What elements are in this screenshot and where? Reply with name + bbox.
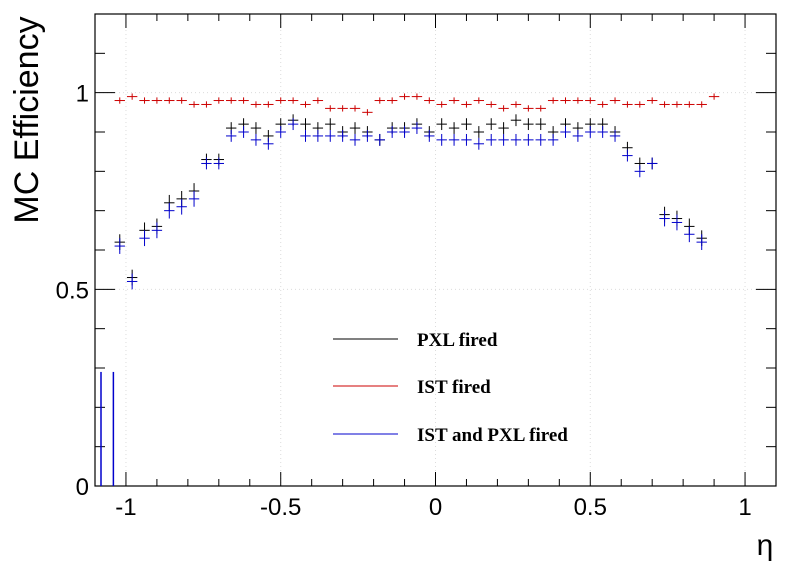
x-tick-label: 0.5 [574, 494, 607, 521]
legend-label-1: PXL fired [417, 330, 498, 351]
grid-lines [95, 14, 776, 487]
axes: -1 -0.5 0 0.5 1 0 0.5 1 [56, 13, 777, 521]
y-axis-label: MC Efficiency [8, 16, 46, 223]
x-tick-label: -1 [115, 494, 136, 521]
legend-label-2: IST fired [417, 377, 491, 398]
x-tick-label: 1 [738, 494, 751, 521]
x-axis-label: η [757, 529, 774, 562]
data-marks [100, 93, 720, 486]
y-tick-label: 0 [76, 474, 89, 501]
legend-label-3: IST and PXL fired [417, 425, 568, 446]
series-1 [114, 114, 707, 286]
x-tick-label: 0 [429, 494, 442, 521]
legend: PXL fired IST fired IST and PXL fired [333, 330, 568, 446]
series-2 [114, 93, 720, 116]
y-tick-label: 1 [76, 81, 89, 108]
series-3 [114, 118, 707, 290]
y-tick-label: 0.5 [56, 277, 89, 304]
x-tick-label: -0.5 [260, 494, 301, 521]
